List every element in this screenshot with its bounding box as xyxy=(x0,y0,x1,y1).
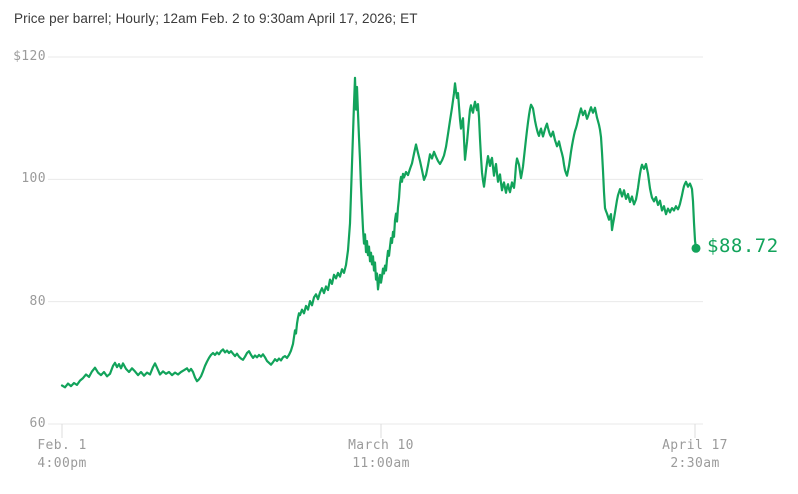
latest-price-dot xyxy=(691,243,701,253)
x-axis-label-3: April 17 2:30am xyxy=(630,437,760,473)
x-axis-label-date: March 10 xyxy=(348,438,414,453)
price-line xyxy=(60,76,698,389)
latest-price-label: $88.72 xyxy=(707,235,779,258)
y-axis-label-120: $120 xyxy=(13,49,46,64)
y-axis-label-60: 60 xyxy=(29,416,46,431)
x-axis-label-time: 2:30am xyxy=(670,456,720,471)
x-axis-label-2: March 10 11:00am xyxy=(316,437,446,473)
x-axis-label-date: April 17 xyxy=(662,438,728,453)
chart-title: Price per barrel; Hourly; 12am Feb. 2 to… xyxy=(14,11,418,26)
x-axis-label-time: 4:00pm xyxy=(37,456,87,471)
y-axis-label-100: 100 xyxy=(21,171,46,187)
y-axis-label-80: 80 xyxy=(29,293,46,309)
x-axis-label-1: Feb. 1 4:00pm xyxy=(0,437,127,473)
x-axis-label-date: Feb. 1 xyxy=(37,438,87,453)
x-axis-label-time: 11:00am xyxy=(352,456,410,471)
